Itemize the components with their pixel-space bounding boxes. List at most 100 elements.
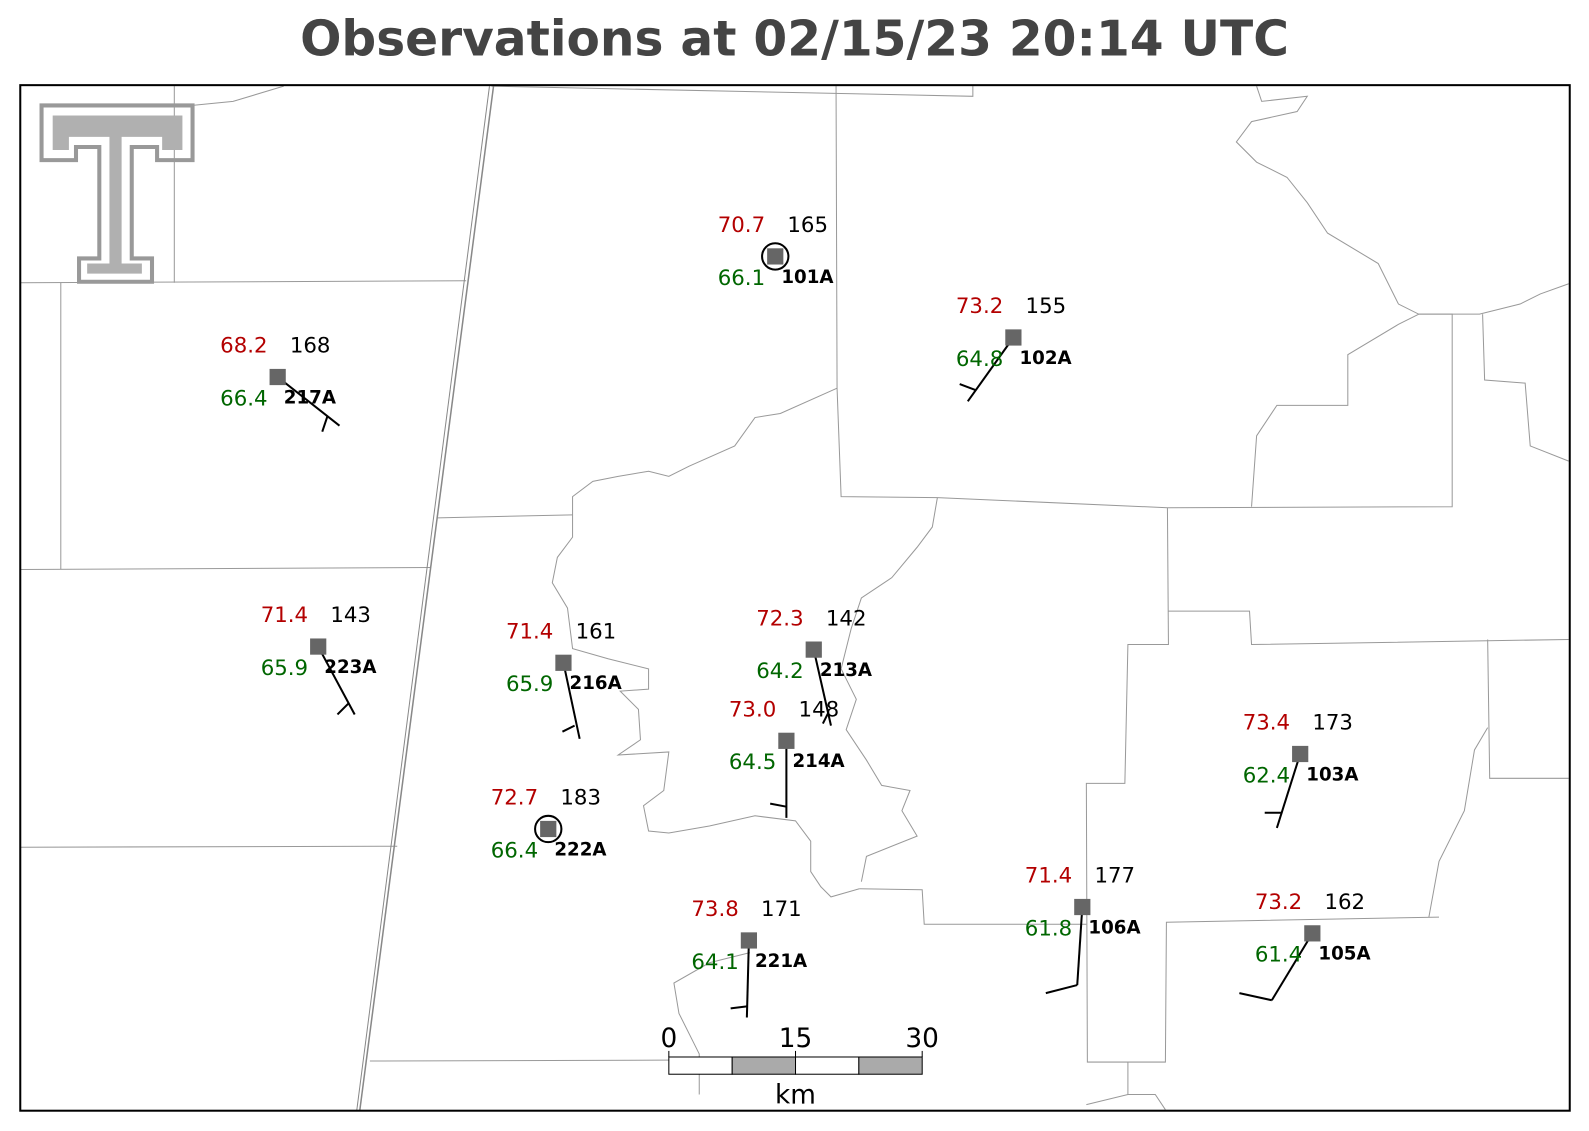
wind-staff — [812, 649, 832, 726]
scale-segment — [858, 1056, 923, 1075]
dewpoint: 65.9 — [506, 672, 553, 697]
station-marker — [1304, 925, 1321, 942]
value: 142 — [826, 606, 867, 631]
scale-label: 0 — [660, 1024, 677, 1054]
station-id: 102A — [1019, 348, 1072, 369]
temperature: 72.3 — [756, 606, 803, 631]
station-marker — [555, 654, 572, 671]
dewpoint: 64.2 — [756, 659, 803, 684]
wind-barb — [769, 802, 787, 808]
station-marker — [1074, 898, 1091, 916]
scale-bar: 0 15 30 km — [660, 1024, 938, 1111]
value: 165 — [787, 213, 828, 238]
station: 72.7 66.4 183 222A — [491, 786, 608, 864]
stations: 70.7 66.1 165 101A 73.2 64.8 155 102A 68.2 66.4 16… — [220, 213, 1371, 1018]
station-marker — [310, 638, 327, 655]
station-id: 217A — [284, 387, 337, 408]
temperature: 68.2 — [220, 334, 267, 359]
wind-barb — [561, 724, 576, 733]
map-frame — [19, 84, 1571, 1112]
wind-staff — [745, 940, 750, 1018]
station-id: 223A — [324, 657, 377, 678]
wind-barb — [1239, 992, 1273, 1002]
title: Observations at 02/15/23 20:14 UTC — [300, 12, 1289, 68]
dewpoint: 61.4 — [1255, 943, 1302, 968]
station: 73.2 64.8 155 102A — [956, 294, 1073, 402]
station-marker — [767, 248, 784, 265]
wind-staff — [277, 376, 341, 427]
logo — [39, 103, 195, 284]
temperature: 71.4 — [1025, 864, 1072, 889]
temperature: 70.7 — [718, 213, 765, 238]
station-id: 221A — [755, 951, 808, 972]
station: 73.0 64.5 148 214A — [729, 697, 846, 818]
dewpoint: 62.4 — [1243, 763, 1290, 788]
station-marker — [1005, 329, 1022, 346]
station: 73.2 61.4 162 105A — [1239, 890, 1371, 1002]
station-id: 105A — [1318, 944, 1371, 965]
station: 71.4 61.8 177 106A — [1025, 864, 1141, 995]
station: 72.3 64.2 142 213A — [756, 606, 873, 726]
value: 143 — [330, 603, 371, 628]
dewpoint: 61.8 — [1025, 916, 1072, 941]
dewpoint: 64.8 — [956, 347, 1003, 372]
temperature: 71.4 — [506, 619, 553, 644]
wind-barb — [959, 383, 977, 392]
wind-staff — [562, 662, 581, 740]
temperature: 73.2 — [956, 294, 1003, 319]
value: 168 — [290, 334, 331, 359]
station-id: 214A — [792, 751, 845, 772]
station-marker — [740, 932, 758, 949]
station-id: 222A — [554, 839, 607, 860]
temperature: 71.4 — [261, 603, 308, 628]
station: 73.4 62.4 173 103A — [1243, 711, 1359, 829]
scale-label: 30 — [905, 1024, 939, 1054]
dewpoint: 64.1 — [691, 950, 738, 975]
wind-barb — [730, 1005, 747, 1010]
value: 155 — [1026, 294, 1067, 319]
station-marker — [269, 368, 286, 386]
station: 70.7 66.1 165 101A — [718, 213, 835, 291]
temperature: 72.7 — [491, 786, 538, 811]
wind-barb — [336, 702, 350, 716]
station-marker — [805, 641, 822, 658]
value: 177 — [1094, 864, 1135, 889]
calm-circle — [534, 814, 563, 844]
scale-segment — [731, 1056, 797, 1075]
station-id: 103A — [1306, 764, 1359, 785]
temperature: 73.4 — [1243, 711, 1290, 736]
dewpoint: 66.1 — [718, 266, 765, 291]
wind-staff — [1270, 932, 1314, 1001]
wind-barb — [821, 713, 829, 725]
station: 73.8 64.1 171 221A — [691, 897, 808, 1018]
wind-staff — [1076, 906, 1084, 986]
station: 71.4 65.9 143 223A — [261, 603, 377, 716]
calm-circle — [761, 242, 790, 271]
temperature: 73.0 — [729, 697, 776, 722]
station-id: 106A — [1088, 917, 1141, 938]
station: 71.4 65.9 161 216A — [506, 619, 623, 740]
station-marker — [540, 820, 557, 838]
dewpoint: 64.5 — [729, 750, 776, 775]
wind-staff — [317, 646, 356, 715]
wind-staff — [1275, 753, 1302, 829]
temperature: 73.8 — [691, 897, 738, 922]
station-id: 216A — [570, 673, 623, 694]
dewpoint: 65.9 — [261, 656, 308, 681]
scale-label: 15 — [779, 1024, 813, 1054]
dewpoint: 66.4 — [220, 386, 267, 411]
wind-barb — [1045, 984, 1078, 995]
dewpoint: 66.4 — [491, 838, 538, 863]
value: 162 — [1325, 890, 1366, 915]
value: 171 — [761, 897, 802, 922]
value: 148 — [799, 697, 840, 722]
scale-segment — [668, 1056, 733, 1075]
county-borders — [20, 85, 1569, 1111]
value: 173 — [1312, 711, 1353, 736]
scale-unit: km — [775, 1081, 816, 1111]
station: 68.2 66.4 168 217A — [220, 334, 341, 433]
scale-segment — [795, 1056, 860, 1075]
station-marker — [1292, 745, 1309, 763]
value: 161 — [576, 619, 617, 644]
